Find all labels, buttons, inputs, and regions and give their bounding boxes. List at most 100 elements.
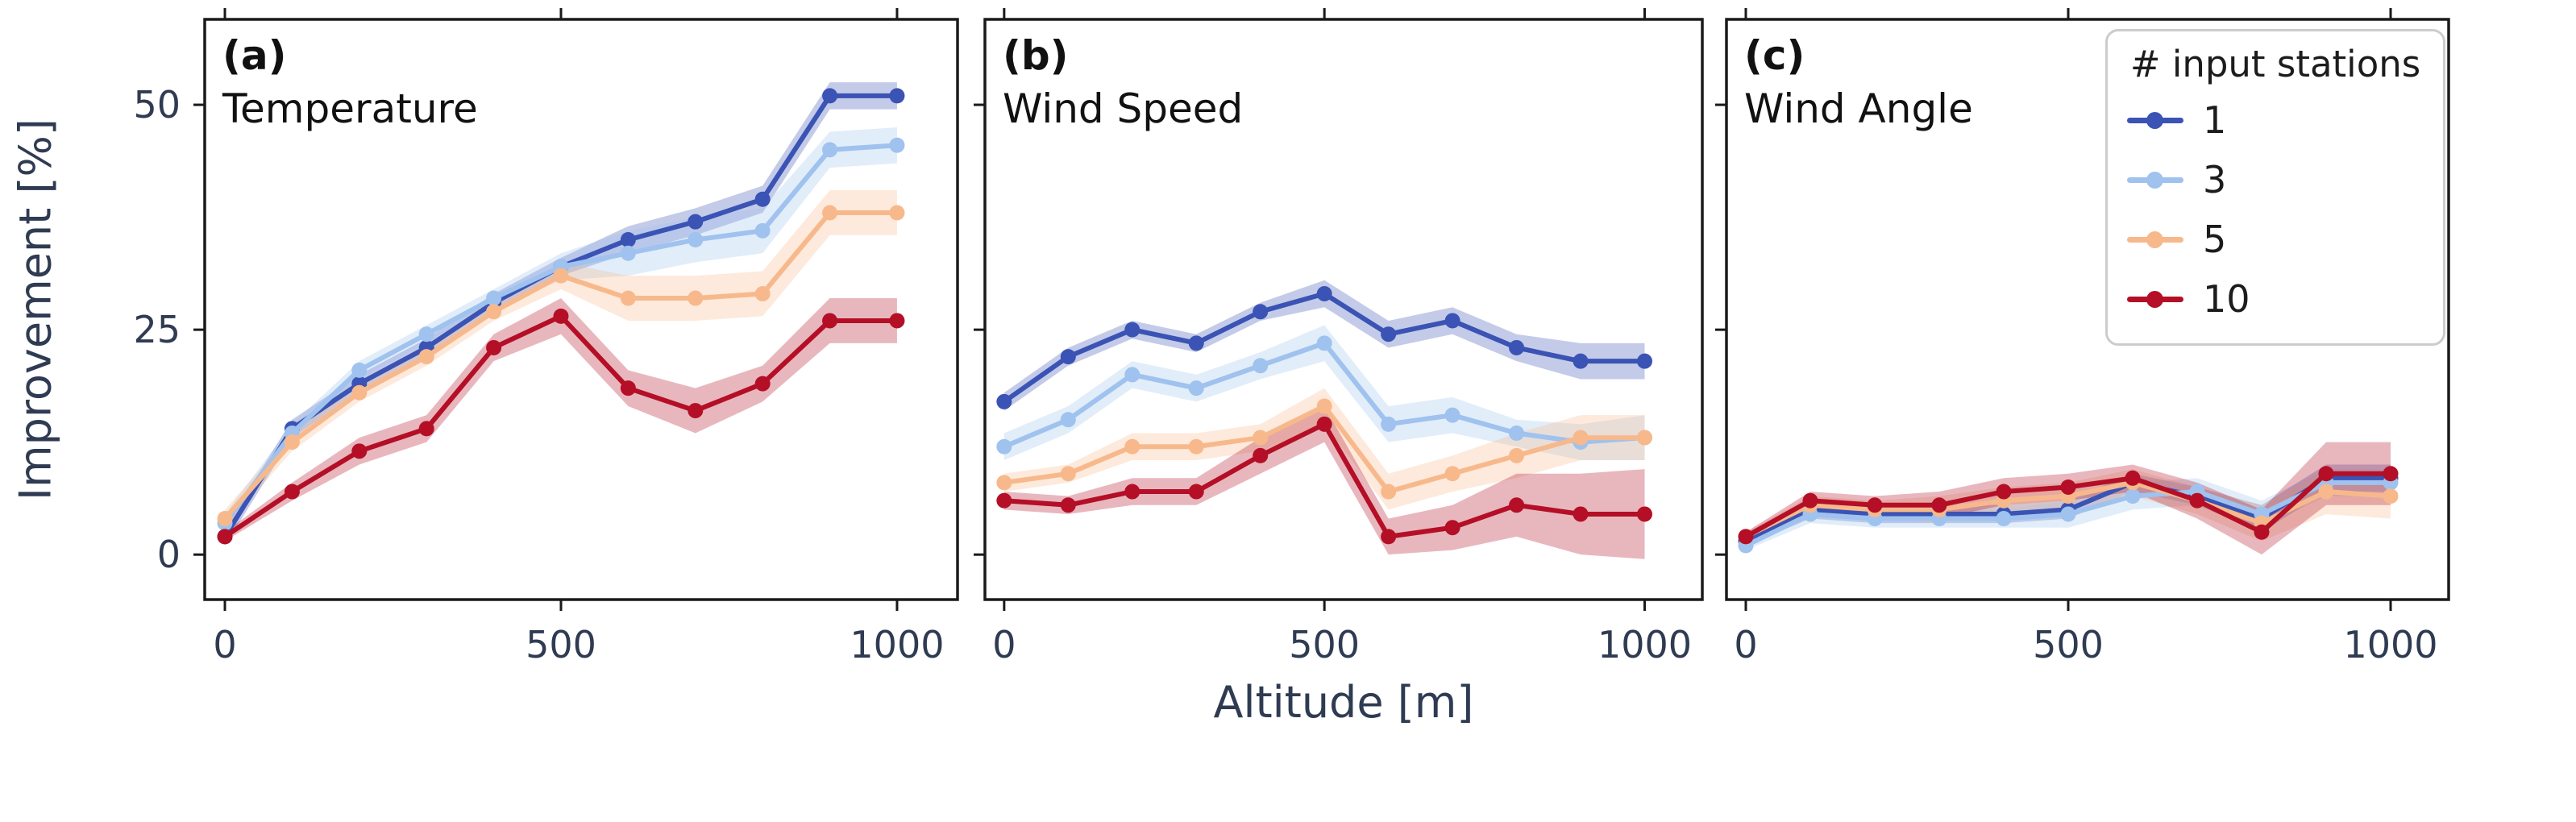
confidence-band-1 [225, 82, 897, 546]
legend-entry-10: 10 [2127, 269, 2424, 329]
data-point-5 [889, 205, 905, 221]
data-point-5 [217, 511, 233, 527]
data-point-1 [620, 231, 636, 247]
x-tick-label: 500 [2033, 623, 2104, 666]
legend-label-10: 10 [2203, 277, 2250, 321]
panel-a-title: Temperature [222, 85, 478, 132]
data-point-3 [1996, 511, 2012, 527]
data-point-10 [2189, 492, 2205, 509]
x-tick-label: 0 [213, 623, 236, 666]
x-tick-label: 500 [1289, 623, 1360, 666]
panel-c-letter: (c) [1744, 32, 1805, 79]
data-point-3 [1316, 335, 1332, 351]
data-point-10 [1381, 529, 1397, 545]
x-tick-label: 0 [1734, 623, 1757, 666]
data-point-10 [1316, 416, 1332, 432]
data-point-3 [1188, 380, 1204, 396]
data-point-5 [553, 268, 569, 284]
data-point-5 [284, 434, 300, 450]
data-point-3 [418, 326, 434, 342]
data-point-10 [822, 313, 838, 329]
data-point-3 [1381, 416, 1397, 432]
data-point-10 [1444, 520, 1460, 536]
data-point-5 [1316, 398, 1332, 414]
data-point-1 [1188, 335, 1204, 351]
data-point-10 [1738, 529, 1754, 545]
data-point-3 [1509, 425, 1525, 441]
data-point-3 [889, 137, 905, 153]
data-point-5 [688, 290, 704, 306]
data-point-5 [1060, 466, 1076, 482]
data-point-10 [2125, 470, 2141, 486]
data-point-3 [620, 245, 636, 261]
data-point-5 [620, 290, 636, 306]
data-point-1 [1060, 349, 1076, 365]
legend-marker-1 [2127, 111, 2183, 130]
data-point-10 [1509, 497, 1525, 513]
x-tick-label: 0 [992, 623, 1016, 666]
data-point-1 [1444, 313, 1460, 329]
y-tick-label: 0 [157, 533, 181, 576]
x-tick-label: 1000 [850, 623, 944, 666]
data-point-1 [1316, 285, 1332, 301]
data-point-5 [1188, 438, 1204, 455]
legend-label-5: 5 [2203, 218, 2227, 261]
legend-entry-3: 3 [2127, 150, 2424, 210]
data-point-1 [1253, 304, 1269, 320]
data-point-10 [1996, 484, 2012, 500]
legend-entry-1: 1 [2127, 90, 2424, 150]
data-point-10 [2318, 466, 2334, 482]
data-point-3 [1060, 412, 1076, 428]
panel-wind-speed: 0 500 1000 [974, 8, 1704, 666]
data-point-3 [1253, 358, 1269, 374]
confidence-band-10 [1003, 406, 1645, 559]
data-point-10 [418, 421, 434, 437]
data-point-5 [2318, 484, 2334, 500]
legend-marker-5 [2127, 230, 2183, 249]
data-point-10 [1124, 484, 1141, 500]
panel-wind-angle: 0 500 1000 [1715, 8, 2450, 666]
data-point-10 [620, 380, 636, 396]
data-point-10 [284, 484, 300, 500]
data-point-10 [2254, 524, 2270, 540]
data-point-3 [996, 438, 1012, 455]
x-tick-label: 1000 [1598, 623, 1692, 666]
data-point-10 [754, 376, 771, 392]
data-point-1 [889, 88, 905, 104]
data-point-3 [2060, 506, 2076, 522]
data-point-5 [351, 384, 368, 401]
panel-a-letter: (a) [222, 32, 287, 79]
data-point-5 [1124, 438, 1141, 455]
panel-spines [1725, 18, 2450, 601]
data-point-10 [1188, 484, 1204, 500]
data-point-10 [217, 529, 233, 545]
data-point-3 [486, 290, 502, 306]
panel-spines [983, 18, 1704, 601]
data-point-10 [1253, 447, 1269, 463]
data-point-5 [1253, 430, 1269, 446]
y-axis-label: Improvement [%] [10, 118, 61, 500]
data-point-10 [1573, 506, 1589, 522]
data-point-10 [2060, 479, 2076, 495]
legend: # input stations 1 3 5 10 [2105, 29, 2445, 346]
data-point-1 [1573, 353, 1589, 369]
data-point-5 [1444, 466, 1460, 482]
data-point-1 [688, 214, 704, 230]
data-point-1 [996, 393, 1012, 409]
data-point-10 [996, 492, 1012, 509]
data-point-3 [2125, 488, 2141, 504]
data-point-1 [1124, 322, 1141, 338]
data-point-10 [1060, 497, 1076, 513]
data-point-10 [486, 339, 502, 355]
legend-marker-3 [2127, 171, 2183, 189]
data-point-5 [1509, 447, 1525, 463]
y-tick-label: 50 [133, 83, 181, 127]
data-point-1 [822, 88, 838, 104]
data-point-1 [1636, 353, 1652, 369]
legend-marker-10 [2127, 290, 2183, 309]
data-point-5 [754, 285, 771, 301]
x-tick-label: 500 [526, 623, 596, 666]
data-point-10 [553, 308, 569, 324]
data-point-5 [1573, 430, 1589, 446]
